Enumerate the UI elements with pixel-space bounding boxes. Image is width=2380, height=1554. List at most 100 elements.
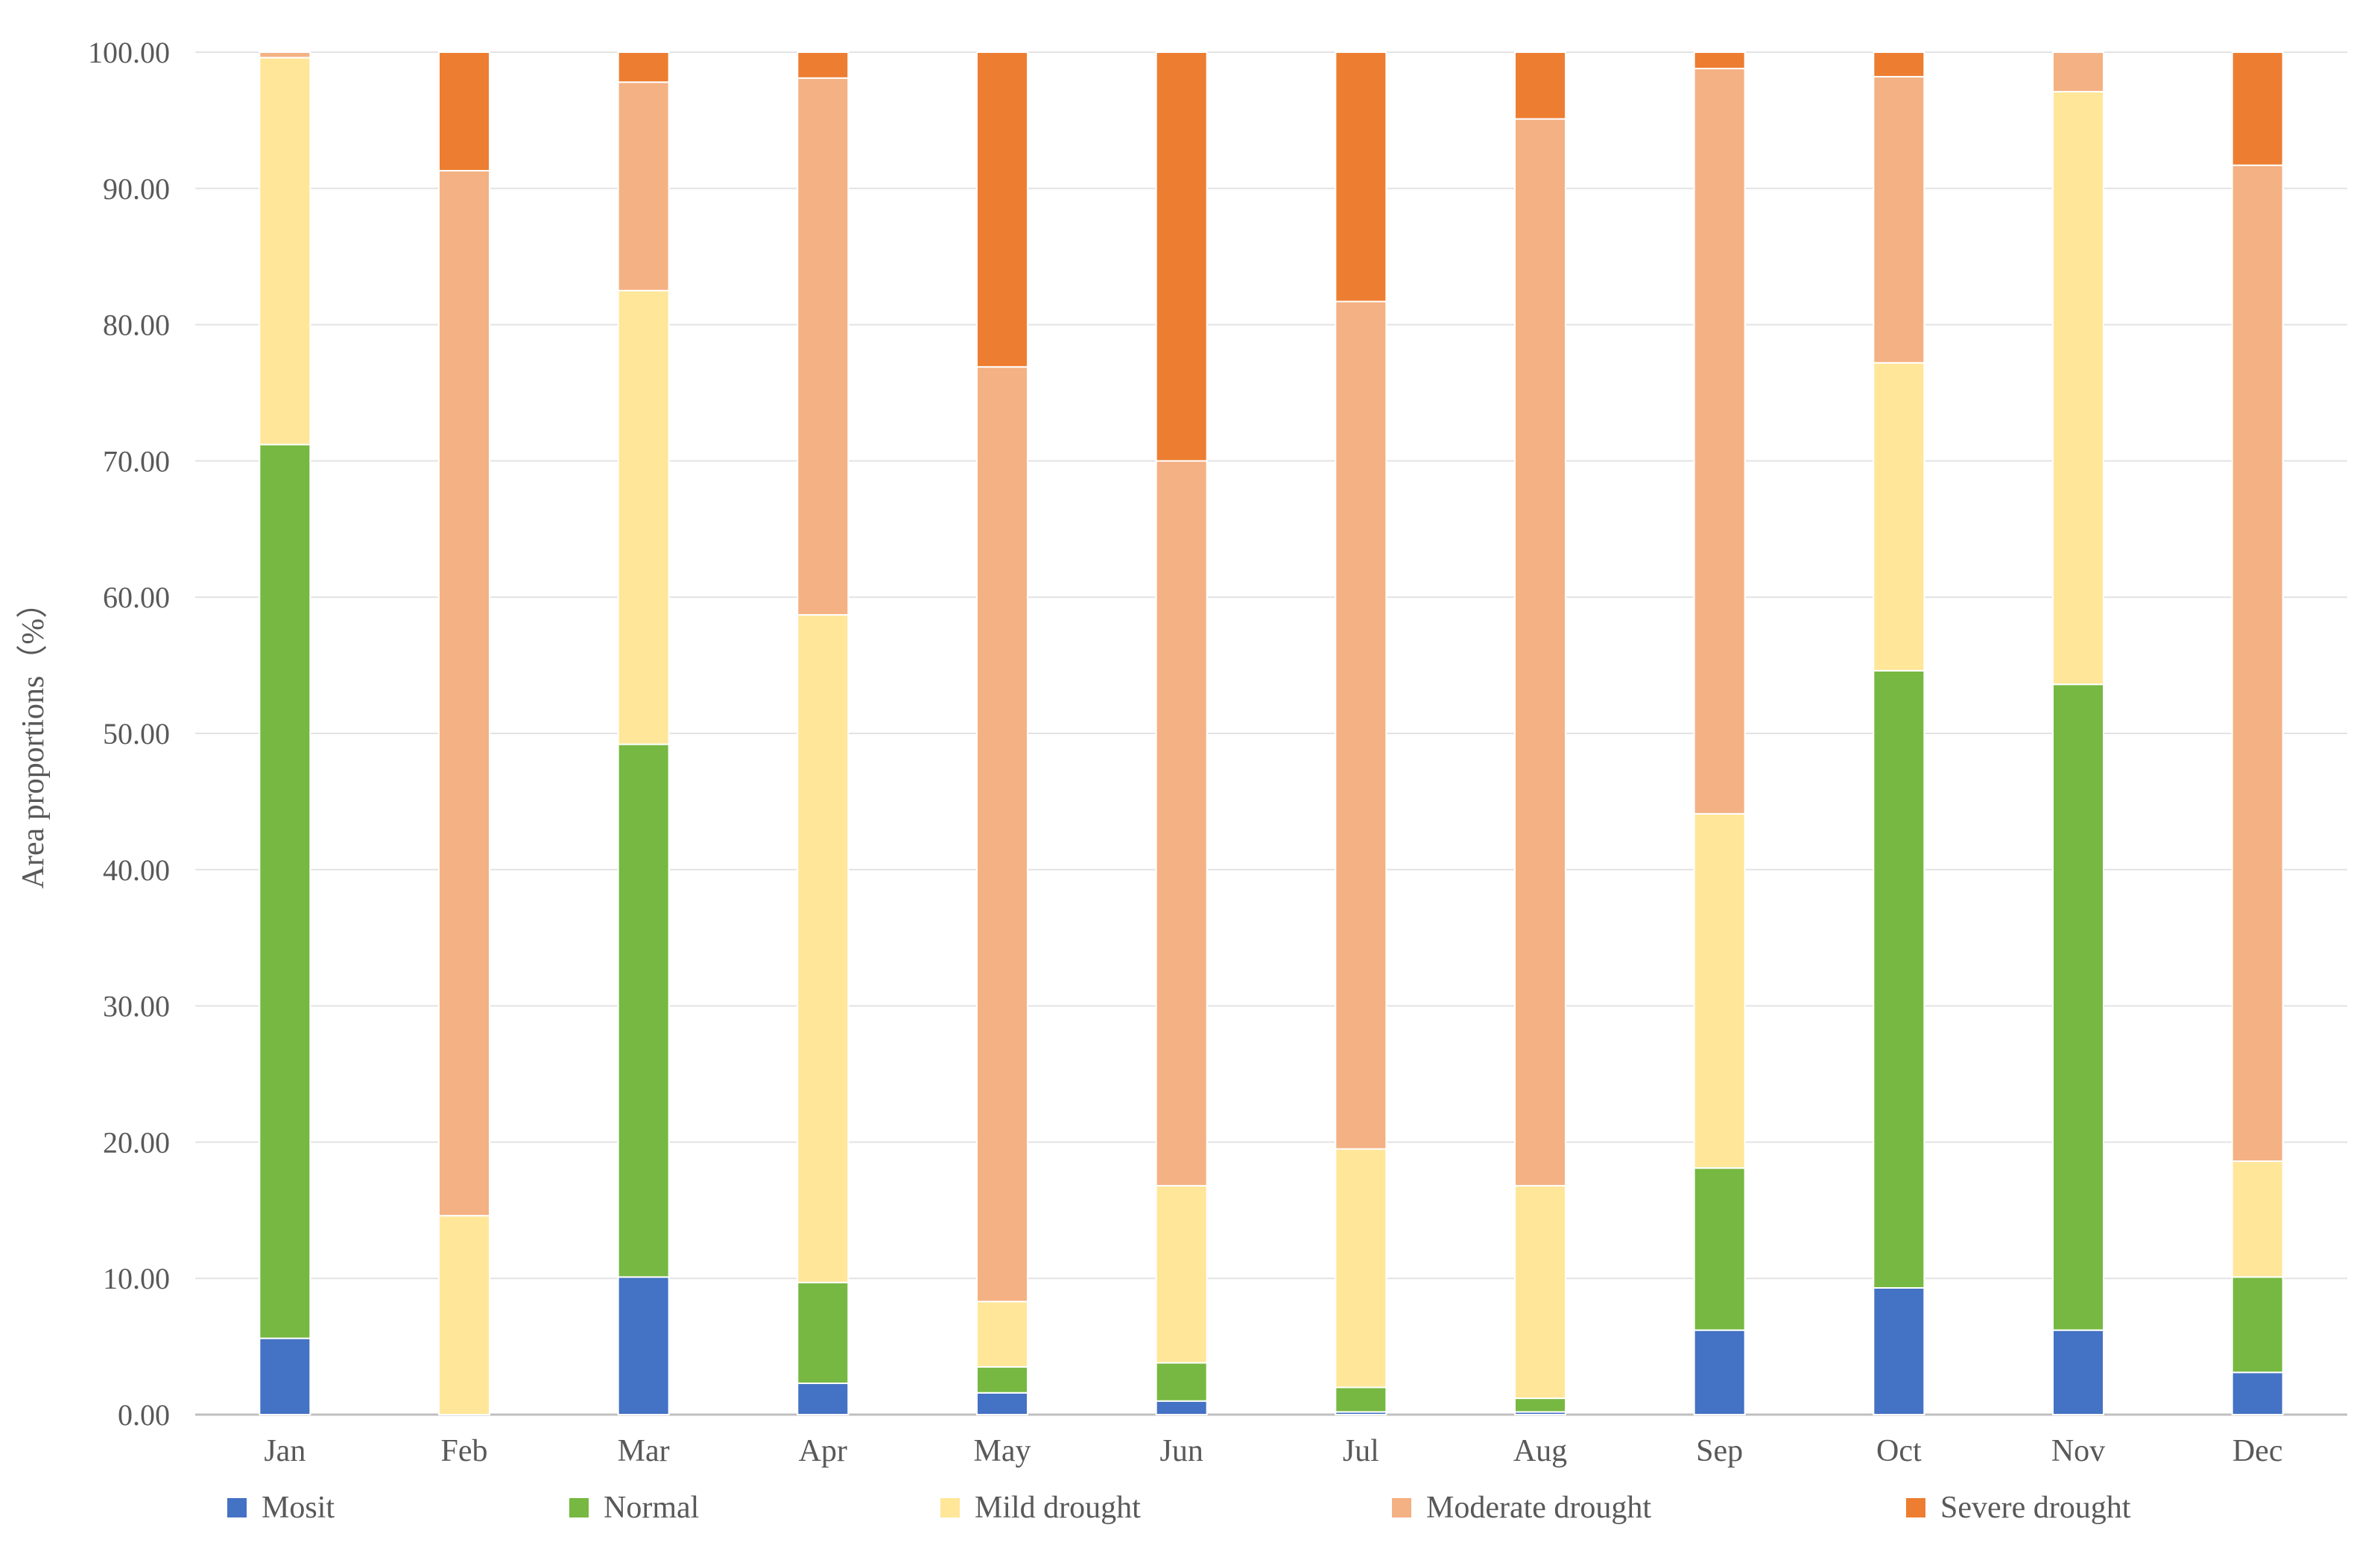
bar-segment-mosit bbox=[1873, 1286, 1925, 1415]
bar-segment-mosit bbox=[259, 1337, 311, 1415]
bar-segment-normal bbox=[617, 743, 670, 1278]
bar-stack-may bbox=[976, 51, 1028, 1415]
y-tick-label: 20.00 bbox=[103, 1125, 170, 1159]
legend: Mosit Normal Mild drought Moderate drought S… bbox=[227, 1491, 2131, 1525]
bar-segment-moderate-drought bbox=[2231, 164, 2284, 1162]
x-tick-label: Jun bbox=[1159, 1434, 1203, 1468]
bar-stack-mar bbox=[617, 51, 670, 1415]
legend-label: Mild drought bbox=[975, 1491, 1141, 1525]
bar-segment-moderate-drought bbox=[2052, 51, 2104, 93]
bar-segment-moderate-drought bbox=[1514, 118, 1566, 1187]
legend-item-severe-drought: Severe drought bbox=[1906, 1491, 2131, 1525]
legend-swatch bbox=[1906, 1498, 1925, 1517]
x-tick-label: May bbox=[974, 1434, 1031, 1468]
x-tick-label: Nov bbox=[2051, 1434, 2105, 1468]
x-tick-label: Apr bbox=[799, 1434, 847, 1468]
bar-segment-moderate-drought bbox=[1693, 67, 1746, 815]
bar-segment-mild-drought bbox=[2231, 1160, 2284, 1278]
bar-segment-mild-drought bbox=[1693, 812, 1746, 1169]
bar-segment-mild-drought bbox=[1155, 1184, 1208, 1364]
bar-segment-normal bbox=[1335, 1386, 1387, 1413]
legend-label: Severe drought bbox=[1940, 1491, 2131, 1525]
bar-segment-normal bbox=[976, 1366, 1028, 1394]
bar-segment-normal bbox=[797, 1281, 849, 1384]
legend-label: Mosit bbox=[262, 1491, 335, 1525]
bar-stack-dec bbox=[2231, 51, 2284, 1416]
bar-stack-feb bbox=[438, 51, 490, 1416]
bar-segment-mild-drought bbox=[438, 1215, 490, 1416]
bar-segment-normal bbox=[2231, 1276, 2284, 1374]
bar-segment-moderate-drought bbox=[797, 77, 849, 616]
legend-label: Moderate drought bbox=[1426, 1491, 1651, 1525]
x-tick-label: Mar bbox=[618, 1434, 670, 1468]
bar-segment-mild-drought bbox=[2052, 91, 2104, 686]
gridlines bbox=[195, 51, 2347, 1416]
bar-segment-severe-drought bbox=[1514, 51, 1566, 120]
legend-item-mosit: Mosit bbox=[227, 1491, 335, 1525]
bar-segment-severe-drought bbox=[2231, 51, 2284, 166]
x-tick-label: Oct bbox=[1876, 1434, 1922, 1468]
bar-segment-normal bbox=[1514, 1397, 1566, 1413]
bar-segment-normal bbox=[259, 443, 311, 1339]
y-tick-label: 90.00 bbox=[103, 172, 170, 206]
legend-swatch bbox=[227, 1498, 247, 1517]
bars bbox=[259, 51, 2284, 1416]
y-tick-label: 70.00 bbox=[103, 444, 170, 478]
x-tick-label: Sep bbox=[1696, 1434, 1743, 1468]
bar-segment-normal bbox=[2052, 683, 2104, 1331]
bar-segment-severe-drought bbox=[617, 51, 670, 83]
bar-segment-severe-drought bbox=[438, 51, 490, 172]
x-tick-label: Jan bbox=[264, 1434, 306, 1468]
bar-segment-mild-drought bbox=[1335, 1148, 1387, 1389]
y-tick-label: 80.00 bbox=[103, 309, 170, 342]
legend-item-moderate-drought: Moderate drought bbox=[1392, 1491, 1651, 1525]
bar-segment-moderate-drought bbox=[1335, 300, 1387, 1150]
bar-segment-mosit bbox=[797, 1382, 849, 1416]
bar-stack-jul bbox=[1335, 51, 1387, 1415]
bar-segment-mosit bbox=[617, 1276, 670, 1415]
bar-stack-apr bbox=[797, 51, 849, 1416]
bar-segment-moderate-drought bbox=[617, 81, 670, 291]
bar-segment-mosit bbox=[1155, 1400, 1208, 1415]
bar-segment-normal bbox=[1693, 1167, 1746, 1331]
bar-stack-jun bbox=[1155, 51, 1208, 1415]
bar-stack-aug bbox=[1514, 51, 1566, 1415]
bar-segment-severe-drought bbox=[1335, 51, 1387, 303]
legend-swatch bbox=[569, 1498, 589, 1517]
x-tick-label: Aug bbox=[1513, 1434, 1567, 1468]
y-tick-label: 0.00 bbox=[118, 1398, 170, 1432]
bar-stack-oct bbox=[1873, 51, 1925, 1415]
bar-segment-mild-drought bbox=[617, 289, 670, 745]
axes: 0.00 10.00 20.00 30.00 40.00 50.00 60.00 70.00 8… bbox=[88, 36, 2282, 1468]
bar-segment-severe-drought bbox=[1155, 51, 1208, 462]
bar-segment-normal bbox=[1155, 1362, 1208, 1402]
legend-item-normal: Normal bbox=[569, 1491, 699, 1525]
legend-label: Normal bbox=[604, 1491, 699, 1525]
legend-swatch bbox=[1392, 1498, 1411, 1517]
y-tick-label: 10.00 bbox=[103, 1262, 170, 1295]
bar-segment-mild-drought bbox=[797, 613, 849, 1283]
bar-segment-moderate-drought bbox=[1155, 460, 1208, 1187]
bar-segment-mild-drought bbox=[1514, 1184, 1566, 1400]
bar-segment-mosit bbox=[2231, 1371, 2284, 1416]
bar-segment-mosit bbox=[1693, 1329, 1746, 1415]
bar-segment-mild-drought bbox=[259, 57, 311, 446]
x-tick-label: Feb bbox=[441, 1434, 488, 1468]
bar-segment-normal bbox=[1873, 669, 1925, 1289]
legend-swatch bbox=[940, 1498, 960, 1517]
bar-segment-moderate-drought bbox=[259, 51, 311, 59]
bar-segment-mild-drought bbox=[976, 1301, 1028, 1368]
bar-stack-jan bbox=[259, 51, 311, 1415]
bar-stack-nov bbox=[2052, 51, 2104, 1415]
bar-segment-mosit bbox=[976, 1392, 1028, 1415]
bar-segment-severe-drought bbox=[976, 51, 1028, 368]
x-tick-label: Dec bbox=[2232, 1434, 2283, 1468]
bar-segment-severe-drought bbox=[797, 51, 849, 79]
bar-stack-sep bbox=[1693, 51, 1746, 1415]
y-tick-label: 30.00 bbox=[103, 990, 170, 1023]
bar-segment-moderate-drought bbox=[438, 170, 490, 1217]
bar-segment-severe-drought bbox=[1693, 51, 1746, 69]
bar-segment-mosit bbox=[2052, 1329, 2104, 1415]
